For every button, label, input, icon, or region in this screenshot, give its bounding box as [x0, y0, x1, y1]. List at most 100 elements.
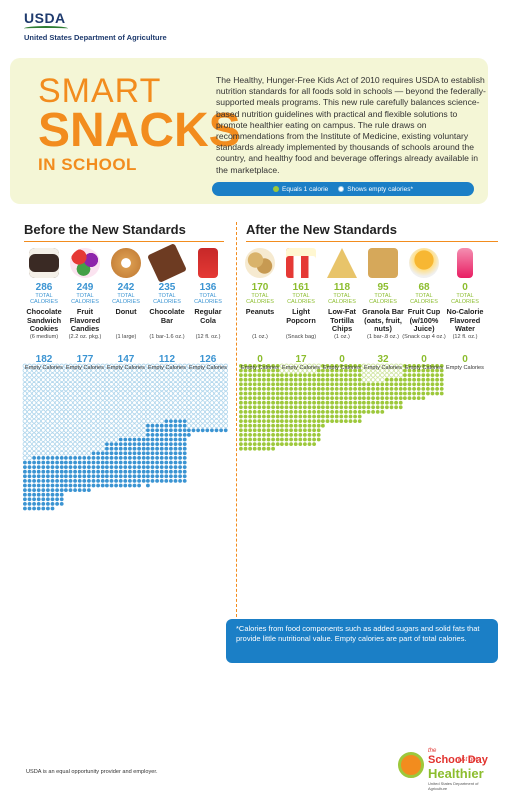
calorie-dot	[298, 423, 303, 428]
empty-calorie-dot	[100, 372, 105, 378]
empty-calorie-dot	[173, 368, 178, 373]
calorie-dot	[243, 446, 248, 451]
calorie-dot	[109, 451, 114, 456]
empty-calorie-dot	[173, 405, 178, 410]
calorie-dot	[252, 410, 257, 414]
empty-calorie-dot	[31, 441, 37, 447]
empty-calorie-dot	[127, 400, 133, 405]
calorie-dot	[77, 479, 82, 483]
empty-calorie-dot	[132, 418, 137, 424]
calorie-dot	[146, 456, 150, 460]
calorie-dot	[252, 446, 257, 451]
empty-calorie-dot	[68, 441, 73, 447]
calorie-dot	[252, 368, 257, 373]
empty-calorie-dot	[27, 428, 32, 433]
calorie-dot	[239, 437, 243, 442]
empty-calorie-dot	[31, 405, 37, 410]
calorie-dot	[23, 460, 27, 465]
calorie-dot	[407, 382, 412, 387]
empty-calorie-dot	[91, 372, 96, 378]
calorie-dot	[385, 391, 389, 396]
intro-paragraph: The Healthy, Hunger-Free Kids Act of 201…	[216, 75, 486, 175]
calorie-dot	[316, 423, 321, 428]
empty-calorie-dot	[209, 400, 215, 405]
calorie-dot	[321, 396, 325, 400]
calorie-dot	[109, 465, 114, 469]
empty-calorie-dot	[109, 386, 114, 392]
calorie-dot	[50, 460, 55, 465]
empty-calorie-dot	[384, 363, 390, 369]
empty-calorie-dot	[54, 395, 60, 401]
before-calorie-stack-0	[22, 363, 64, 511]
calorie-dot	[439, 387, 444, 391]
empty-calories-label: Empty Calories	[405, 365, 443, 371]
empty-calorie-dot	[307, 368, 312, 373]
empty-calorie-dot	[59, 382, 64, 387]
calorie-dot	[59, 456, 64, 460]
empty-calorie-dot	[59, 432, 64, 438]
empty-calorie-dot	[218, 409, 224, 415]
empty-calorie-dot	[31, 386, 37, 392]
calorie-dot	[344, 410, 348, 414]
calorie-dot	[284, 419, 289, 423]
calorie-dot	[182, 465, 187, 469]
empty-calorie-dot	[223, 400, 228, 405]
calorie-dot	[266, 368, 271, 373]
empty-calorie-dot	[27, 423, 32, 428]
calorie-dot	[257, 364, 262, 368]
calorie-dot	[262, 364, 266, 368]
empty-calorie-dot	[68, 386, 73, 392]
empty-calorie-dot	[209, 405, 215, 410]
calorie-dot	[173, 474, 178, 479]
total-calories-label: TOTAL CALORIES	[30, 293, 58, 305]
calorie-dot	[430, 368, 435, 373]
empty-calorie-dot	[109, 418, 114, 424]
food-name: Fruit Cup (w/100% Juice)	[407, 307, 441, 333]
empty-calorie-dot	[205, 363, 210, 369]
calorie-dot	[325, 405, 330, 410]
calorie-dot	[155, 423, 160, 428]
calorie-dot	[55, 474, 59, 479]
calorie-dot	[403, 373, 407, 377]
calorie-dot	[312, 405, 316, 410]
before-calorie-stack-1	[63, 363, 105, 492]
calorie-dot	[284, 414, 289, 419]
calorie-dot	[155, 460, 160, 465]
calorie-dot	[159, 423, 164, 428]
calorie-dot	[325, 419, 330, 423]
calorie-dot	[146, 442, 150, 446]
calorie-dot	[178, 474, 183, 479]
empty-calorie-dot	[195, 400, 201, 405]
empty-calorie-dot	[136, 432, 142, 438]
empty-calorie-dot	[168, 405, 174, 410]
empty-calorie-dot	[127, 395, 133, 401]
empty-calorie-dot	[182, 395, 187, 401]
empty-calorie-dot	[59, 368, 64, 373]
empty-calorie-dot	[77, 405, 82, 410]
calorie-dot	[289, 423, 293, 428]
calorie-dot	[375, 391, 380, 396]
calorie-dot	[127, 465, 132, 469]
calorie-dot	[430, 382, 435, 387]
calorie-dot	[421, 373, 426, 377]
total-calories-label: TOTAL CALORIES	[410, 293, 438, 305]
empty-calorie-dot	[127, 409, 133, 415]
empty-calorie-dot	[132, 382, 137, 387]
empty-calorie-dot	[86, 437, 92, 442]
before-food-column: 242 TOTAL CALORIES Donut (1 large) 147 Empty …	[104, 248, 148, 372]
calorie-dot	[257, 400, 262, 405]
calorie-dot	[334, 364, 339, 368]
empty-calorie-dot	[45, 423, 51, 428]
empty-calorie-dot	[68, 368, 73, 373]
calorie-dot	[123, 469, 128, 474]
empty-calorie-dot	[186, 409, 192, 415]
empty-calorie-dot	[113, 382, 119, 387]
calorie-dot	[178, 419, 183, 423]
calorie-dot	[375, 387, 380, 391]
empty-calorie-dot	[100, 423, 105, 428]
empty-calorie-dot	[123, 400, 128, 405]
chocolate-bar-icon	[147, 243, 187, 283]
calorie-dot	[380, 396, 385, 400]
empty-calorie-dot	[214, 423, 219, 428]
empty-calorie-dot	[150, 377, 155, 382]
